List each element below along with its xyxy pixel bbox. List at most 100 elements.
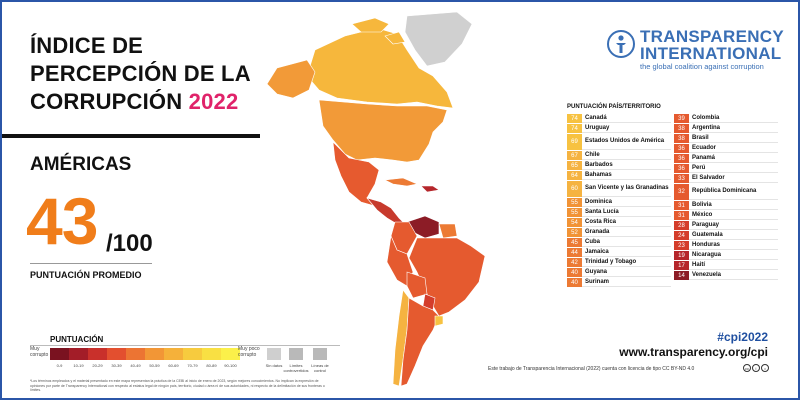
table-row: 64 Bahamas xyxy=(567,171,671,181)
central-america-region xyxy=(366,197,406,225)
table-row: 52 Granada xyxy=(567,228,671,238)
table-row: 23 Honduras xyxy=(674,241,778,251)
hispaniola-region xyxy=(420,185,440,193)
country-cell: Panamá xyxy=(689,154,778,163)
table-row: 24 Guatemala xyxy=(674,231,778,241)
table-row: 40 Surinam xyxy=(567,278,671,288)
score-cell: 36 xyxy=(674,154,689,163)
score-cell: 42 xyxy=(567,258,582,267)
footnote: *Los términos empleados y el material pr… xyxy=(30,379,325,392)
legend-title: PUNTUACIÓN xyxy=(50,335,104,344)
average-score: 43 xyxy=(26,184,98,258)
legend-swatch xyxy=(69,348,88,360)
country-cell: Uruguay xyxy=(582,124,671,133)
ranking-column-2: 39 Colombia 38 Argentina 38 Brasil 36 Ecuador 36… xyxy=(674,114,781,281)
score-cell: 54 xyxy=(567,218,582,227)
country-cell: El Salvador xyxy=(689,174,778,183)
country-cell: Nicaragua xyxy=(689,251,778,260)
score-cell: 24 xyxy=(674,231,689,240)
country-cell: Bolivia xyxy=(689,201,778,210)
title-line-2: PERCEPCIÓN DE LA xyxy=(30,61,251,86)
hashtag[interactable]: #cpi2022 xyxy=(717,330,768,344)
legend-bin-label: 10-19 xyxy=(73,363,84,368)
legend-bin-label: 40-49 xyxy=(130,363,141,368)
country-cell: Estados Unidos de América xyxy=(582,134,671,150)
score-cell: 31 xyxy=(674,211,689,220)
score-cell: 38 xyxy=(674,124,689,133)
ranking-column-1: 74 Canadá 74 Uruguay 69 Estados Unidos de Amé… xyxy=(567,114,674,288)
score-cell: 65 xyxy=(567,161,582,170)
table-row: 74 Uruguay xyxy=(567,124,671,134)
brand-name-line-2: INTERNATIONAL xyxy=(640,44,782,63)
score-cell: 74 xyxy=(567,114,582,123)
legend-swatch xyxy=(145,348,164,360)
brand-name: TRANSPARENCY INTERNATIONAL xyxy=(640,28,784,62)
region-name: AMÉRICAS xyxy=(30,154,132,175)
country-cell: Haití xyxy=(689,261,778,270)
country-cell: Barbados xyxy=(582,161,671,170)
score-cell: 28 xyxy=(674,221,689,230)
score-cell: 19 xyxy=(674,251,689,260)
legend-swatch xyxy=(202,348,221,360)
legend-high-label: Muy poco corrupto xyxy=(238,346,260,358)
legend-swatch xyxy=(88,348,107,360)
table-row: 19 Nicaragua xyxy=(674,251,778,261)
score-cell: 33 xyxy=(674,174,689,183)
table-row: 54 Costa Rica xyxy=(567,218,671,228)
table-row: 14 Venezuela xyxy=(674,271,778,281)
score-cell: 64 xyxy=(567,171,582,180)
score-divider xyxy=(30,263,152,264)
legend-bin-label: 80-89 xyxy=(206,363,217,368)
legend-swatch xyxy=(221,348,240,360)
legend-low-label: Muy corrupto xyxy=(30,346,49,358)
table-row: 67 Chile xyxy=(567,151,671,161)
transparency-logo-icon xyxy=(607,30,635,58)
bolivia-region xyxy=(406,271,428,299)
table-row: 69 Estados Unidos de América xyxy=(567,134,671,151)
legend-bin-label: 30-39 xyxy=(111,363,122,368)
score-cell: 32 xyxy=(674,184,689,200)
table-row: 36 Ecuador xyxy=(674,144,778,154)
license-text: Este trabajo de Transparencia Internacio… xyxy=(488,366,695,372)
legend-bin-label: 0-9 xyxy=(56,363,63,368)
country-cell: Santa Lucía xyxy=(582,208,671,217)
country-cell: Venezuela xyxy=(689,271,778,280)
country-cell: Colombia xyxy=(689,114,778,123)
country-cell: México xyxy=(689,211,778,220)
website-link[interactable]: www.transparency.org/cpi xyxy=(619,345,768,359)
legend-swatches xyxy=(50,348,240,360)
table-row: 31 Bolivia xyxy=(674,201,778,211)
country-cell: Argentina xyxy=(689,124,778,133)
table-row: 39 Colombia xyxy=(674,114,778,124)
table-row: 31 México xyxy=(674,211,778,221)
table-row: 36 Panamá xyxy=(674,154,778,164)
canada-region xyxy=(306,27,454,109)
score-cell: 14 xyxy=(674,271,689,280)
table-row: 38 Argentina xyxy=(674,124,778,134)
country-cell: Brasil xyxy=(689,134,778,143)
country-cell: Canadá xyxy=(582,114,671,123)
score-cell: 69 xyxy=(567,134,582,150)
title-line-3: CORRUPCIÓN xyxy=(30,89,183,114)
cc-icon: cc xyxy=(743,364,751,372)
score-cell: 17 xyxy=(674,261,689,270)
alaska-region xyxy=(266,59,316,99)
page-title: ÍNDICE DE PERCEPCIÓN DE LA CORRUPCIÓN 20… xyxy=(30,32,260,116)
score-cell: 39 xyxy=(674,114,689,123)
uruguay-region xyxy=(434,315,444,327)
score-cell: 40 xyxy=(567,268,582,277)
score-cell: 36 xyxy=(674,144,689,153)
score-cell: 31 xyxy=(674,201,689,210)
country-cell: Perú xyxy=(689,164,778,173)
disputed-label: Límites controvertidos xyxy=(283,363,309,373)
country-cell: San Vicente y las Granadinas xyxy=(582,181,671,197)
country-cell: Bahamas xyxy=(582,171,671,180)
legend-bin-labels: 0-9 10-19 20-29 30-39 40-49 50-59 60-69 70-79 80… xyxy=(50,363,240,368)
guianas-region xyxy=(438,223,458,239)
nd-icon: = xyxy=(761,364,769,372)
table-row: 38 Brasil xyxy=(674,134,778,144)
country-cell: Honduras xyxy=(689,241,778,250)
title-year: 2022 xyxy=(188,89,239,114)
legend-bin-label: 20-29 xyxy=(92,363,103,368)
